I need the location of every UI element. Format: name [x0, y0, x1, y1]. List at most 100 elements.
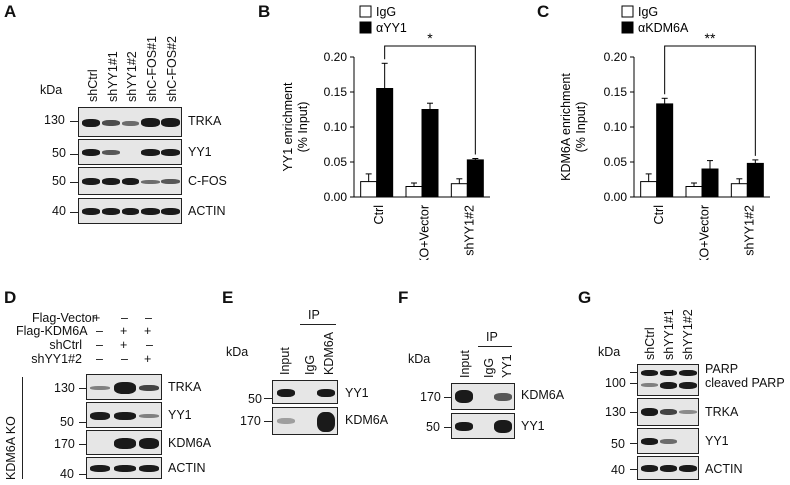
bar	[421, 109, 439, 198]
y-axis-label: (% Input)	[296, 102, 310, 153]
protein-label: YY1	[168, 408, 192, 422]
x-tick-label: shYY1#2	[743, 205, 757, 256]
significance-bracket	[384, 45, 476, 155]
y-tick-label: 0.10	[604, 120, 628, 134]
lane-label: IgG	[303, 354, 317, 375]
bar	[640, 181, 658, 198]
chart-kdm6a-enrichment: IgG αKDM6A 0.00 0.05 0.10 0.15 0.20 KDM6A enric…	[559, 5, 770, 260]
lane-label: shYY1#1	[662, 309, 676, 360]
lane-label: Input	[278, 347, 292, 375]
lane-label: shC-FOS#1	[145, 36, 159, 102]
y-tick-label: 0.10	[324, 120, 348, 134]
kda-label-a: kDa	[40, 83, 63, 97]
mw-label: 130	[54, 381, 75, 395]
lane-label: shYY1#2	[125, 51, 139, 102]
blot-trka-g	[637, 398, 699, 426]
mw-label: 50	[248, 392, 262, 406]
lane-label: YY1	[500, 354, 514, 378]
bar	[360, 181, 378, 198]
blot-cfos-a	[78, 167, 182, 195]
kda-label-e: kDa	[226, 345, 249, 359]
y-tick-label: 0.15	[604, 85, 628, 99]
y-tick-label: 0.00	[324, 190, 348, 204]
lane-label: shC-FOS#2	[165, 36, 179, 102]
mw-label: 50	[52, 146, 66, 160]
lane-label: IgG	[482, 357, 496, 378]
blot-yy1-g	[637, 428, 699, 454]
bar	[405, 186, 423, 198]
chart-yy1-enrichment: IgG αYY1 0.00 0.05 0.10 0.15 0.20 YY1 enrichmen…	[281, 5, 490, 260]
x-tick-label: Ctrl	[372, 205, 386, 224]
sign: –	[96, 324, 103, 338]
blot-yy1-a	[78, 139, 182, 165]
mw-label: 100	[605, 376, 626, 390]
lane-label: Input	[458, 350, 472, 378]
mw-label: 50	[426, 420, 440, 434]
protein-label: TRKA	[188, 114, 222, 128]
blot-kdm6a-e	[272, 407, 338, 435]
y-tick-label: 0.20	[324, 50, 348, 64]
bar	[746, 162, 764, 198]
panel-label-b: B	[258, 2, 271, 21]
panel-label-c: C	[537, 2, 550, 21]
protein-label: TRKA	[705, 405, 739, 419]
lane-label: shYY1#1	[106, 51, 120, 102]
blot-actin-g	[637, 456, 699, 480]
panel-label-f: F	[398, 288, 409, 307]
sign: +	[144, 352, 152, 366]
significance-label: *	[427, 30, 433, 46]
sign: +	[120, 324, 128, 338]
protein-label: YY1	[188, 145, 212, 159]
panel-label-e: E	[222, 288, 234, 307]
bar	[701, 168, 719, 198]
panel-label-g: G	[578, 288, 592, 307]
kda-label-f: kDa	[408, 352, 431, 366]
mw-label: 50	[52, 174, 66, 188]
blot-actin-d	[86, 457, 162, 479]
mw-label: 170	[54, 437, 75, 451]
panel-label-a: A	[4, 2, 17, 21]
blot-yy1-d	[86, 402, 162, 428]
significance-label: **	[705, 30, 716, 46]
y-tick-label: 0.05	[324, 155, 348, 169]
sign: +	[144, 324, 152, 338]
mw-label: 170	[240, 414, 261, 428]
mw-label: 170	[420, 390, 441, 404]
x-tick-label: KO+Vector	[417, 205, 431, 260]
lane-label: shCtrl	[643, 327, 657, 360]
legend-label: αYY1	[376, 21, 407, 35]
blot-trka-d	[86, 374, 162, 400]
panel-label-d: D	[4, 288, 17, 307]
condition-label: Flag-Vector	[32, 311, 96, 325]
mw-label: 50	[60, 415, 74, 429]
y-tick-label: 0.20	[604, 50, 628, 64]
mw-label: 50	[611, 437, 625, 451]
mw-label: 130	[605, 405, 626, 419]
bar	[685, 186, 703, 198]
protein-label: YY1	[345, 386, 369, 400]
legend-swatch	[359, 21, 372, 34]
blot-actin-a	[78, 198, 182, 224]
y-tick-label: 0.05	[604, 155, 628, 169]
legend-swatch	[621, 5, 634, 18]
condition-label: Flag-KDM6A	[16, 324, 88, 338]
ip-label: IP	[486, 330, 498, 344]
protein-label: TRKA	[168, 380, 202, 394]
y-axis-label: YY1 enrichment	[281, 82, 295, 171]
protein-label: YY1	[521, 419, 545, 433]
lane-label: shCtrl	[86, 69, 100, 102]
y-tick-label: 0.00	[604, 190, 628, 204]
bar	[466, 159, 484, 198]
protein-label: ACTIN	[188, 204, 226, 218]
protein-label: KDM6A	[168, 436, 212, 450]
protein-label: YY1	[705, 434, 729, 448]
bracket-line	[22, 377, 23, 479]
protein-label: cleaved PARP	[705, 376, 785, 390]
condition-label: shCtrl	[49, 338, 82, 352]
side-label-kdm6a-ko: KDM6A KO	[4, 416, 18, 480]
legend-swatch	[359, 5, 372, 18]
sign: –	[121, 311, 128, 325]
blot-trka-a	[78, 107, 182, 137]
x-tick-label: KO+Vector	[697, 205, 711, 260]
sign: –	[121, 352, 128, 366]
